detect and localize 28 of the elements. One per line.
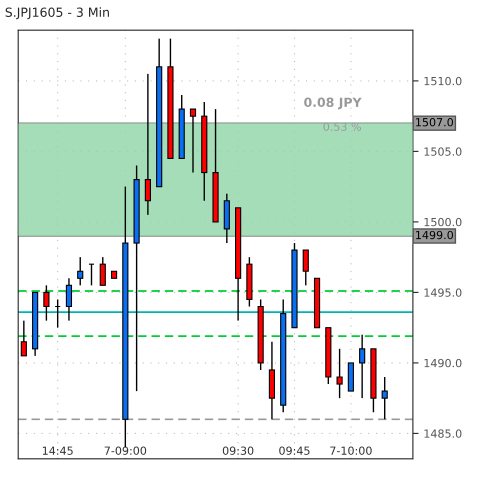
- y-tick-label: 1510.0: [424, 76, 462, 86]
- candlestick: [144, 73, 151, 216]
- y-tick-label: 1500.0: [424, 218, 462, 226]
- candlestick: [43, 284, 50, 322]
- chart-title: S.JPJ1605 - 3 Min: [6, 7, 109, 20]
- y-tick-label: 1485.0: [424, 429, 462, 438]
- candlestick: [359, 334, 366, 399]
- candlestick: [20, 320, 27, 357]
- candlestick: [66, 278, 72, 322]
- x-tick-label: 7-10:00: [330, 446, 372, 455]
- x-tick-label: 09:30: [222, 446, 254, 455]
- x-tick-label: 14:45: [42, 446, 73, 455]
- x-tick-label: 09:45: [279, 446, 310, 455]
- y-tick-label: 1490.0: [424, 358, 462, 368]
- candlestick: [190, 108, 196, 174]
- annotation: 0.08 JPY: [304, 98, 362, 110]
- candlestick: [77, 256, 84, 286]
- candlestick: [336, 348, 343, 399]
- candlestick: [302, 249, 309, 286]
- x-tick-label: 7-09:00: [104, 446, 146, 455]
- y-tick-label: 1505.0: [424, 147, 462, 156]
- candlestick: [54, 298, 61, 328]
- y-tick-label: 1495.0: [424, 288, 462, 297]
- ref-line-label: 1507.0: [416, 118, 454, 126]
- ref-line-label: 1499.0: [416, 230, 454, 240]
- candlestick: [88, 264, 95, 286]
- candlestick: [100, 256, 106, 286]
- candlestick: [382, 376, 388, 420]
